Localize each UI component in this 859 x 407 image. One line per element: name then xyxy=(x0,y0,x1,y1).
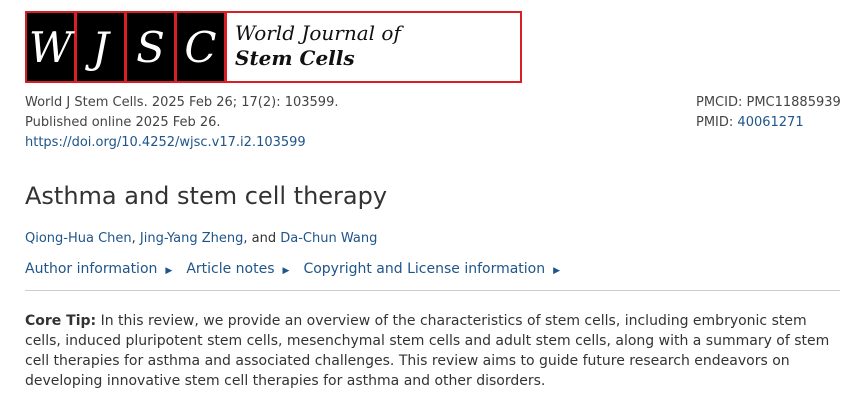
article-notes-toggle[interactable]: Article notes ▶ xyxy=(186,261,289,277)
doi-link[interactable]: https://doi.org/10.4252/wjsc.v17.i2.1035… xyxy=(25,135,306,150)
core-tip: Core Tip: In this review, we provide an … xyxy=(25,311,845,391)
logo-letter: S xyxy=(127,13,174,81)
core-tip-label: Core Tip: xyxy=(25,313,97,329)
copyright-toggle[interactable]: Copyright and License information ▶ xyxy=(303,261,560,277)
author-list: Qiong-Hua Chen, Jing-Yang Zheng, and Da-… xyxy=(25,231,377,246)
logo-line2: Stem Cells xyxy=(235,46,355,70)
separator: , and xyxy=(243,231,281,246)
logo-letter: J xyxy=(77,13,124,81)
pmid-label: PMID: xyxy=(696,115,738,130)
logo-letter: W xyxy=(27,13,74,81)
caret-right-icon: ▶ xyxy=(282,266,290,276)
divider xyxy=(25,290,840,291)
toggle-label: Article notes xyxy=(186,261,275,277)
citation: World J Stem Cells. 2025 Feb 26; 17(2): … xyxy=(25,95,339,110)
citation-block: World J Stem Cells. 2025 Feb 26; 17(2): … xyxy=(25,93,338,153)
caret-right-icon: ▶ xyxy=(553,266,561,276)
toggle-label: Author information xyxy=(25,261,158,277)
core-tip-text: In this review, we provide an overview o… xyxy=(25,313,830,389)
author-link[interactable]: Qiong-Hua Chen xyxy=(25,231,132,246)
author-information-toggle[interactable]: Author information ▶ xyxy=(25,261,172,277)
pmid-link[interactable]: 40061271 xyxy=(737,115,804,130)
logo-text: World Journal of Stem Cells xyxy=(227,13,520,81)
identifiers: PMCID: PMC11885939 PMID: 40061271 xyxy=(696,93,841,133)
author-link[interactable]: Da-Chun Wang xyxy=(280,231,378,246)
published-date: Published online 2025 Feb 26. xyxy=(25,115,221,130)
separator: , xyxy=(131,231,140,246)
article-info-links: Author information ▶ Article notes ▶ Copyr… xyxy=(25,261,560,277)
toggle-label: Copyright and License information xyxy=(303,261,546,277)
journal-logo[interactable]: W J S C World Journal of Stem Cells xyxy=(25,11,522,83)
pmcid: PMCID: PMC11885939 xyxy=(696,95,841,110)
logo-letter: C xyxy=(177,13,224,81)
caret-right-icon: ▶ xyxy=(165,266,173,276)
article-title: Asthma and stem cell therapy xyxy=(25,182,388,210)
logo-line1: World Journal of xyxy=(235,21,401,45)
author-link[interactable]: Jing-Yang Zheng xyxy=(139,231,244,246)
